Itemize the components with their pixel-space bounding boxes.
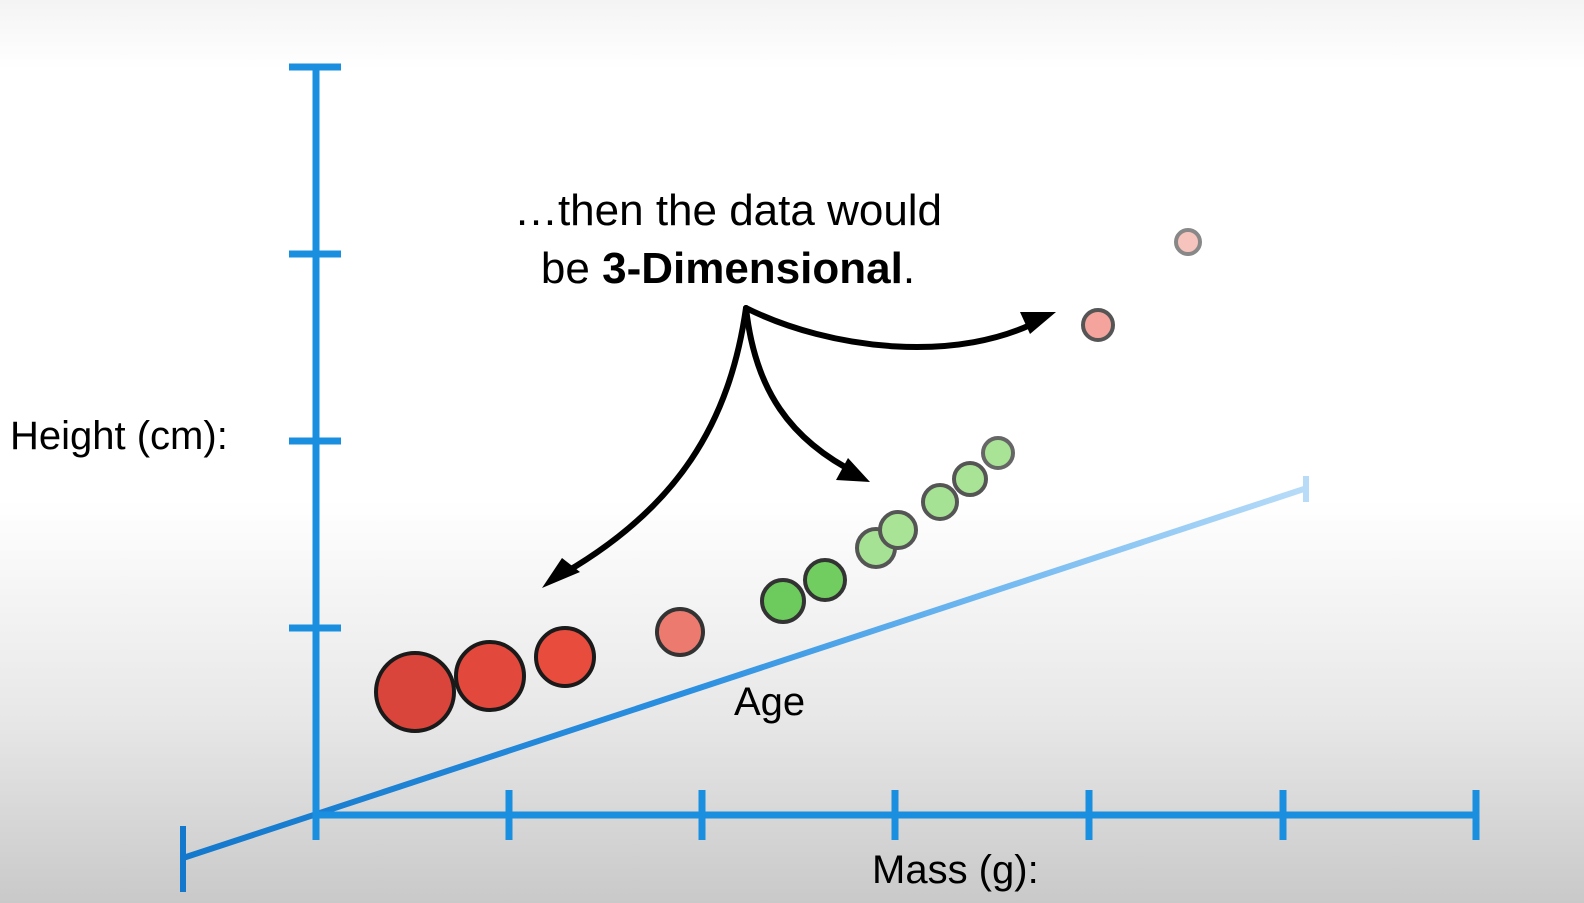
annotation-line-2: be 3-Dimensional.: [478, 240, 978, 298]
data-point: [760, 578, 806, 624]
data-point: [878, 510, 918, 550]
arrowhead-middle-icon: [836, 458, 870, 482]
arrow-right-icon: [743, 305, 1047, 350]
arrowheads: [542, 312, 1056, 588]
arrow-left-icon: [549, 305, 749, 583]
height-axis-label: Height (cm):: [10, 414, 228, 458]
data-point: [655, 607, 705, 657]
data-point: [1081, 308, 1115, 342]
arrowhead-left-icon: [542, 558, 580, 588]
height-axis: [289, 63, 341, 840]
arrowhead-right-icon: [1020, 312, 1056, 334]
data-point: [374, 651, 456, 733]
data-point: [952, 461, 988, 497]
data-point: [534, 626, 596, 688]
data-point: [1174, 228, 1202, 256]
data-point: [981, 436, 1015, 470]
data-point: [921, 483, 959, 521]
arrow-middle-icon: [743, 305, 861, 477]
annotation-text: …then the data would be 3-Dimensional.: [478, 182, 978, 298]
annotation-suffix: .: [902, 244, 916, 293]
mass-axis: [313, 790, 1480, 840]
data-point: [803, 558, 847, 602]
data-point: [454, 640, 526, 712]
age-axis: [180, 476, 1309, 892]
annotation-bold: 3-Dimensional: [602, 244, 903, 293]
annotation-prefix: be: [540, 244, 603, 293]
age-axis-label: Age: [734, 680, 806, 724]
mass-axis-label: Mass (g):: [872, 848, 1039, 892]
annotation-line-1: …then the data would: [513, 186, 943, 235]
